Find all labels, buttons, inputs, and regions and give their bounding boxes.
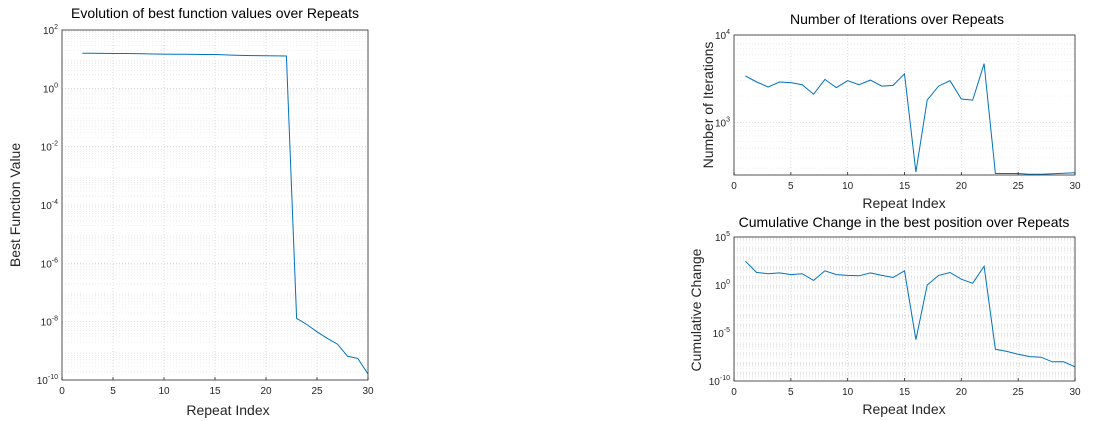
y-axis-label: Best Function Value	[7, 143, 23, 267]
x-tick-label: 30	[1069, 387, 1081, 398]
y-tick-label: 10-10	[37, 374, 58, 387]
y-tick-label: 10-8	[41, 316, 58, 329]
x-tick-label: 10	[842, 181, 854, 192]
x-tick-label: 0	[731, 387, 737, 398]
x-tick-label: 10	[158, 386, 170, 397]
x-tick-label: 25	[311, 386, 323, 397]
y-axis-label: Number of Iterations	[700, 42, 716, 169]
y-tick-label: 100	[715, 279, 730, 292]
x-tick-label: 30	[1069, 181, 1081, 192]
x-tick-label: 0	[731, 181, 737, 192]
y-tick-label: 103	[715, 116, 730, 129]
series-line	[745, 63, 1076, 175]
y-tick-label: 10-10	[709, 375, 730, 388]
y-tick-label: 10-4	[41, 199, 58, 212]
x-axis-label: Repeat Index	[862, 401, 945, 417]
x-tick-label: 5	[788, 181, 794, 192]
x-tick-label: 5	[788, 387, 794, 398]
cumulative-change-plot: 10-10 10-5 100 105 0 5 10 15 20 25 30 Cumulative C…	[688, 214, 1081, 417]
x-tick-label: 20	[956, 181, 968, 192]
y-tick-label: 10-5	[713, 327, 730, 340]
x-tick-label: 15	[899, 181, 911, 192]
x-tick-label: 25	[1013, 181, 1025, 192]
y-tick-label: 104	[715, 29, 730, 42]
y-tick-label: 10-2	[41, 141, 58, 154]
x-tick-label: 25	[1013, 387, 1025, 398]
x-tick-label: 15	[899, 387, 911, 398]
y-tick-label: 105	[715, 231, 730, 244]
chart-title: Cumulative Change in the best position o…	[739, 214, 1070, 230]
iterations-plot: 103 104 0 5 10 15 20 25 30 Number of Iterations …	[700, 11, 1081, 211]
x-tick-label: 20	[260, 386, 272, 397]
series-line	[82, 52, 369, 375]
x-tick-label: 15	[209, 386, 221, 397]
x-tick-label: 0	[59, 386, 65, 397]
chart-title: Evolution of best function values over R…	[71, 5, 359, 21]
x-tick-label: 20	[956, 387, 968, 398]
x-axis-label: Repeat Index	[186, 402, 269, 418]
x-tick-label: 10	[842, 387, 854, 398]
chart-title: Number of Iterations over Repeats	[790, 11, 1004, 27]
series-line	[745, 260, 1076, 368]
y-axis-label: Cumulative Change	[688, 248, 704, 371]
y-tick-label: 100	[43, 82, 58, 95]
x-tick-label: 30	[362, 386, 374, 397]
x-axis-label: Repeat Index	[862, 195, 945, 211]
x-tick-label: 5	[110, 386, 116, 397]
y-tick-label: 10-6	[41, 257, 58, 270]
y-tick-label: 102	[43, 24, 58, 37]
